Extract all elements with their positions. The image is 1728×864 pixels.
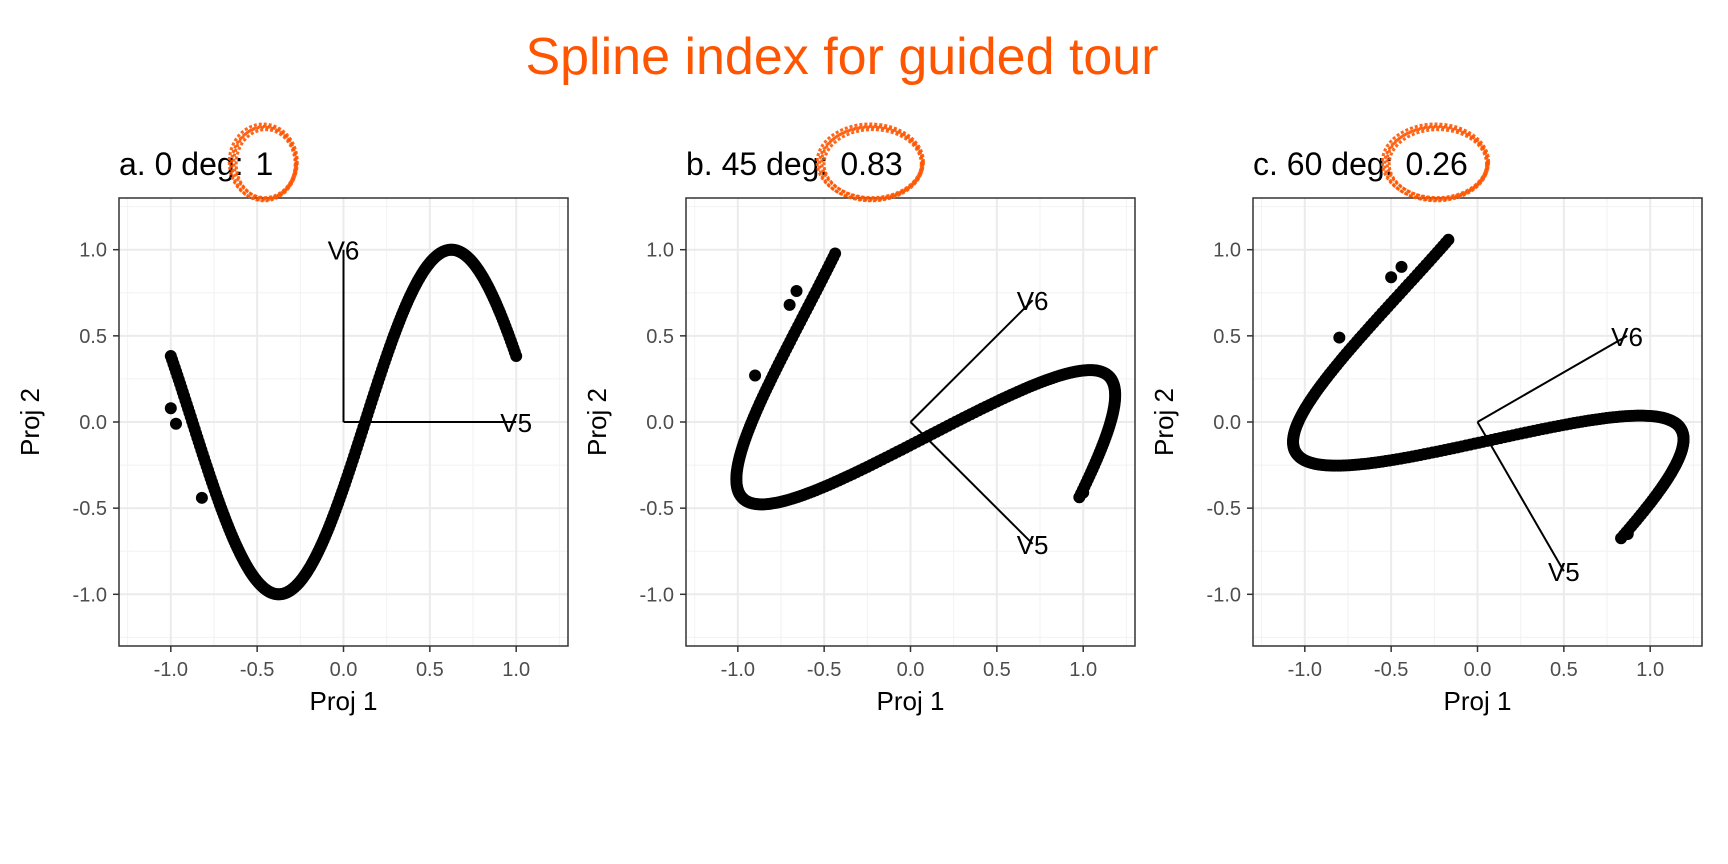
axis-label-v6: V6 xyxy=(1611,322,1643,352)
x-tick-label: 1.0 xyxy=(502,659,530,681)
y-axis-title: Proj 2 xyxy=(1149,388,1179,456)
y-tick-label: 0.5 xyxy=(79,326,107,348)
axis-label-v5: V5 xyxy=(500,408,532,438)
x-tick-label: 0.5 xyxy=(1550,659,1578,681)
axis-line-v5 xyxy=(1476,421,1565,572)
data-point xyxy=(1385,271,1398,284)
highlight-circle xyxy=(822,128,923,200)
y-tick-label: 0.0 xyxy=(646,412,674,434)
y-tick-label: -1.0 xyxy=(73,584,107,606)
axis-label-v5: V5 xyxy=(1017,530,1049,560)
x-axis-title: Proj 1 xyxy=(310,686,378,716)
axis-line-v6 xyxy=(909,299,1034,423)
y-tick-label: 0.5 xyxy=(1213,326,1241,348)
panel-b: V5 V6 -1.0 -0.5 0.0 0.5 1.0 -1.0 -0.5 0.0 0.5 1.0 Pr… xyxy=(582,122,1136,716)
main-title: Spline index for guided tour xyxy=(525,28,1158,86)
panel-title: b. 45 deg: xyxy=(686,146,828,182)
x-tick-label: 1.0 xyxy=(1636,659,1664,681)
y-tick-label: 1.0 xyxy=(646,240,674,262)
panel-title: a. 0 deg: xyxy=(119,146,244,182)
data-point xyxy=(1621,528,1634,540)
y-axis-title: Proj 2 xyxy=(582,388,612,456)
data-point xyxy=(783,298,796,311)
x-axis-title: Proj 1 xyxy=(877,686,945,716)
data-point xyxy=(1077,486,1090,499)
y-tick-label: -1.0 xyxy=(640,584,674,606)
axis-line-v6 xyxy=(1477,334,1628,423)
index-value: 0.83 xyxy=(840,146,902,182)
x-tick-label: 1.0 xyxy=(1069,659,1097,681)
highlight-circle xyxy=(234,128,297,200)
y-axis-title: Proj 2 xyxy=(15,388,45,456)
panel-c: V5 V6 -1.0 -0.5 0.0 0.5 1.0 -1.0 -0.5 0.0 0.5 1.0 Pr… xyxy=(1149,122,1703,716)
index-value: 0.26 xyxy=(1406,146,1468,182)
y-tick-label: -1.0 xyxy=(1207,584,1241,606)
x-tick-label: -0.5 xyxy=(240,659,274,681)
y-tick-label: 0.5 xyxy=(646,326,674,348)
axis-label-v5: V5 xyxy=(1548,557,1580,587)
y-tick-label: -0.5 xyxy=(1207,498,1241,520)
axis-line-v5 xyxy=(909,421,1034,545)
x-tick-label: 0.5 xyxy=(416,659,444,681)
index-value: 1 xyxy=(256,146,274,182)
highlight-circle xyxy=(1387,128,1489,200)
axis-label-v6: V6 xyxy=(328,236,360,266)
x-tick-label: 0.0 xyxy=(1464,659,1492,681)
data-point xyxy=(790,285,803,298)
y-tick-label: 1.0 xyxy=(1213,240,1241,262)
y-tick-label: 0.0 xyxy=(1213,412,1241,434)
y-tick-label: 0.0 xyxy=(79,412,107,434)
data-point xyxy=(510,350,523,363)
panels: V5 V6 -1.0 -0.5 0.0 0.5 1.0 -1.0 -0.5 0.0 0.5 1.0 Pr… xyxy=(15,122,1703,716)
x-tick-label: -0.5 xyxy=(807,659,841,681)
y-tick-label: -0.5 xyxy=(73,498,107,520)
panel-title: c. 60 deg: xyxy=(1253,146,1394,182)
x-tick-label: -0.5 xyxy=(1374,659,1408,681)
x-axis-title: Proj 1 xyxy=(1444,686,1512,716)
data-point xyxy=(749,369,762,382)
data-point xyxy=(1395,260,1408,273)
panel-a: V5 V6 -1.0 -0.5 0.0 0.5 1.0 -1.0 -0.5 0.0 0.5 1.0 Pr… xyxy=(15,122,569,716)
x-tick-label: -1.0 xyxy=(154,659,188,681)
data-point xyxy=(169,417,182,430)
x-tick-label: 0.5 xyxy=(983,659,1011,681)
x-tick-label: -1.0 xyxy=(721,659,755,681)
x-tick-label: -1.0 xyxy=(1288,659,1322,681)
x-tick-label: 0.0 xyxy=(897,659,925,681)
data-point xyxy=(1333,331,1346,344)
data-point xyxy=(195,491,208,504)
x-tick-label: 0.0 xyxy=(330,659,358,681)
axis-label-v6: V6 xyxy=(1017,286,1049,316)
data-point xyxy=(164,402,177,415)
y-tick-label: -0.5 xyxy=(640,498,674,520)
y-tick-label: 1.0 xyxy=(79,240,107,262)
